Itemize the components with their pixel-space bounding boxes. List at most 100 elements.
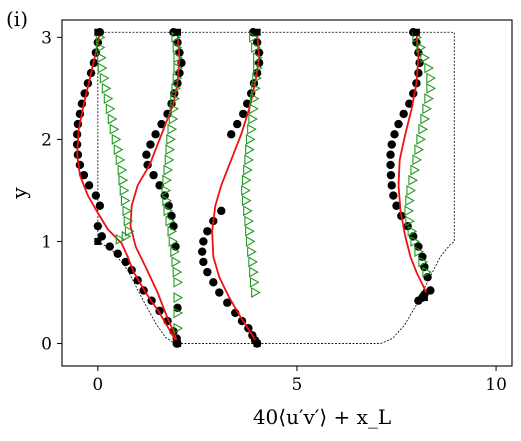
triangle-point [251, 287, 261, 298]
triangle-point [96, 52, 107, 64]
plot-area [72, 28, 455, 348]
triangle-point [405, 195, 415, 207]
series-line-4 [397, 32, 428, 293]
triangle-point [99, 72, 110, 84]
triangle-point [249, 93, 260, 105]
square-point [420, 294, 428, 302]
triangle-point [410, 236, 421, 247]
circle-point [217, 206, 226, 216]
circle-point [151, 130, 160, 139]
triangle-point [122, 205, 133, 217]
triangle-point [121, 230, 132, 242]
circle-point [215, 288, 224, 297]
x-tick-label: 0 [92, 375, 103, 395]
triangle-point [162, 195, 172, 207]
triangle-point [245, 144, 255, 156]
triangle-point [173, 276, 184, 288]
x-tick-label: 5 [292, 375, 303, 395]
triangle-point [168, 236, 179, 247]
triangle-point [245, 236, 256, 247]
circle-point [394, 119, 403, 129]
triangle-point [172, 72, 183, 84]
square-point [94, 237, 102, 245]
triangle-point [117, 164, 128, 176]
circle-point [146, 140, 155, 149]
circle-point [386, 160, 395, 170]
triangle-point [171, 256, 182, 268]
x-tick-label: 10 [485, 375, 507, 395]
circle-point [387, 181, 396, 190]
circle-point [197, 247, 207, 256]
triangle-point [109, 123, 120, 135]
triangle-point [408, 174, 419, 186]
triangle-point [420, 52, 431, 64]
triangle-point [243, 205, 253, 217]
circle-point [173, 303, 182, 313]
triangle-point [164, 154, 175, 166]
circle-point [386, 150, 395, 159]
triangle-point [407, 225, 418, 237]
circle-point [199, 257, 208, 267]
square-point [253, 28, 261, 36]
triangle-point [165, 215, 176, 227]
circle-point [142, 150, 151, 159]
circle-point [75, 160, 85, 170]
triangle-point [169, 103, 180, 115]
triangle-point [410, 164, 421, 176]
triangle-point [251, 82, 261, 94]
axis-ticks: 0 5 10 0 1 2 3 [41, 28, 507, 395]
circle-point [203, 227, 212, 236]
circle-point [392, 201, 401, 210]
triangle-point [95, 42, 106, 53]
triangle-point [105, 103, 116, 115]
triangle-point [414, 246, 425, 258]
triangle-point [163, 205, 174, 217]
triangle-point [422, 266, 433, 278]
triangle-point [241, 195, 252, 207]
triangle-point [163, 164, 174, 176]
y-axis-label: y [7, 187, 31, 200]
triangle-point [247, 123, 257, 135]
triangle-point [167, 123, 178, 135]
triangle-point [247, 246, 257, 258]
square-point [94, 28, 102, 36]
triangle-point [173, 62, 184, 74]
triangle-point [245, 133, 256, 145]
triangle-point [420, 113, 431, 125]
y-tick-label: 2 [41, 130, 52, 150]
triangle-point [101, 82, 112, 94]
circle-point [238, 109, 248, 119]
circle-point [399, 109, 408, 119]
triangle-point [404, 205, 415, 217]
triangle-point [244, 154, 254, 166]
triangle-point [120, 195, 131, 207]
circle-point [157, 119, 166, 129]
triangle-point [103, 93, 114, 105]
square-point [253, 340, 261, 348]
circle-point [91, 191, 101, 200]
square-point [173, 28, 181, 36]
circle-point [199, 237, 208, 246]
circle-point [203, 267, 212, 277]
square-point [412, 28, 420, 36]
circle-point [209, 278, 218, 287]
triangle-point [414, 144, 425, 156]
x-axis-label: 40⟨u′v′⟩ + x_L [253, 405, 391, 429]
triangle-point [115, 154, 126, 166]
circle-point [387, 140, 396, 149]
triangle-point [173, 322, 184, 334]
triangle-point [241, 174, 252, 186]
triangle-point [249, 103, 259, 115]
circle-point [414, 68, 423, 78]
circle-point [386, 170, 396, 180]
triangle-point [161, 185, 172, 196]
circle-point [72, 130, 82, 139]
triangle-point [173, 292, 184, 304]
circle-point [223, 298, 232, 307]
circle-point [390, 130, 399, 139]
triangle-point [424, 93, 434, 105]
circle-point [426, 286, 435, 295]
circle-point [414, 296, 423, 305]
triangle-point [162, 174, 172, 186]
triangle-point [424, 62, 434, 74]
